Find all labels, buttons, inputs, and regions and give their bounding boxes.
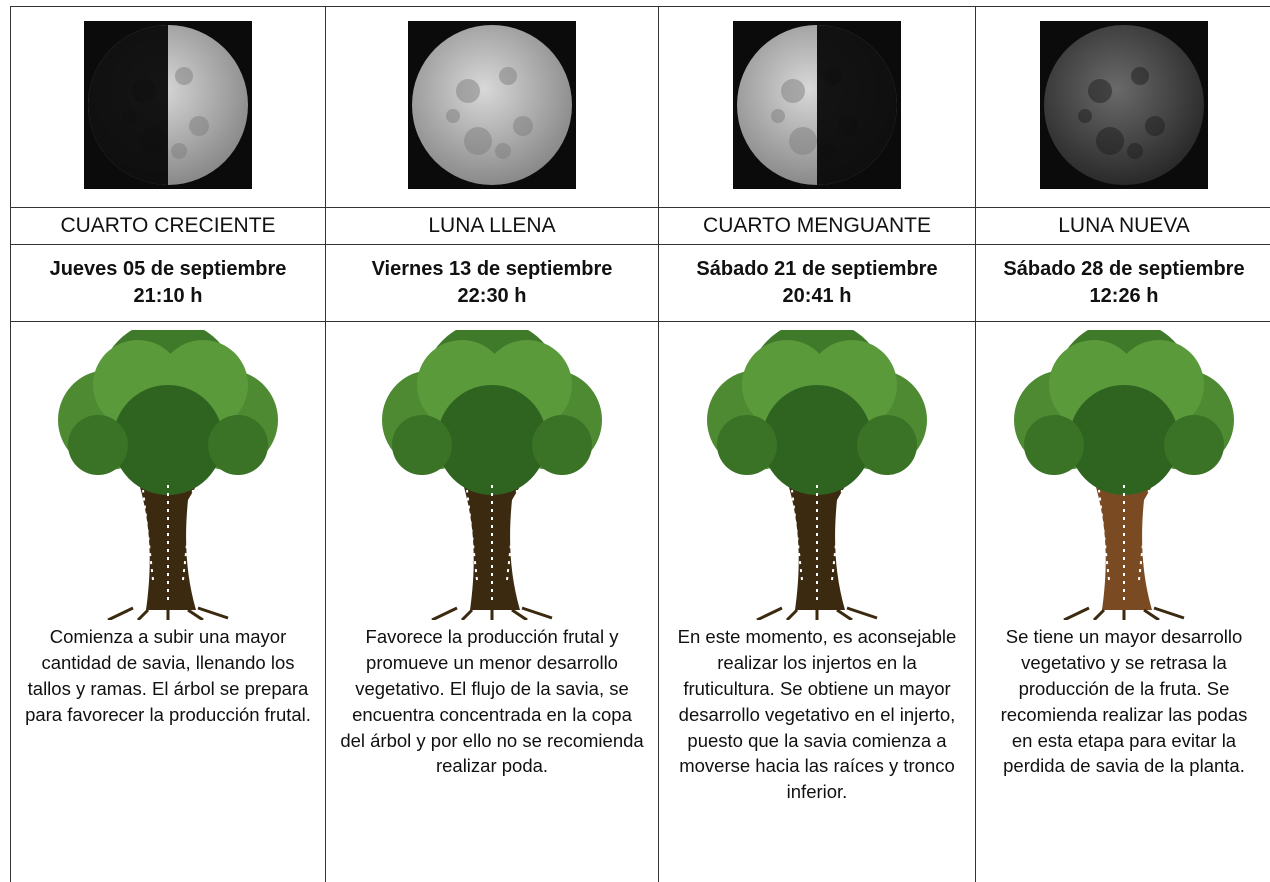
crater — [1096, 127, 1124, 155]
body-cell: Comienza a subir una mayor cantidad de s… — [11, 322, 326, 882]
foliage — [762, 385, 872, 495]
moon-image — [1040, 21, 1208, 189]
moon-image — [733, 21, 901, 189]
crater — [781, 79, 805, 103]
phase-description: Favorece la producción frutal y promueve… — [326, 624, 658, 779]
foliage — [717, 415, 777, 475]
phase-date: Viernes 13 de septiembre — [326, 256, 658, 283]
crater — [456, 79, 480, 103]
foliage — [857, 415, 917, 475]
moon-disc — [1044, 25, 1204, 185]
phase-time: 21:10 h — [11, 283, 325, 310]
crater — [1088, 79, 1112, 103]
crater — [189, 116, 209, 136]
phase-description: En este momento, es aconsejable realizar… — [659, 624, 975, 805]
crater — [771, 109, 785, 123]
crater — [499, 67, 517, 85]
phase-name: CUARTO CRECIENTE — [11, 208, 326, 245]
moon-cell — [659, 7, 976, 208]
tree-illustration — [38, 330, 298, 620]
foliage — [113, 385, 223, 495]
foliage — [208, 415, 268, 475]
crater — [1127, 143, 1143, 159]
body-cell: Se tiene un mayor desarrollo vegetativo … — [976, 322, 1270, 882]
crater — [446, 109, 460, 123]
phase-time: 22:30 h — [326, 283, 658, 310]
foliage — [392, 415, 452, 475]
phase-date: Sábado 28 de septiembre — [976, 256, 1270, 283]
moon-image — [84, 21, 252, 189]
tree-illustration — [362, 330, 622, 620]
foliage — [68, 415, 128, 475]
phase-description: Comienza a subir una mayor cantidad de s… — [11, 624, 325, 728]
crater — [1131, 67, 1149, 85]
phase-name: LUNA LLENA — [326, 208, 659, 245]
crater — [175, 67, 193, 85]
phase-name: CUARTO MENGUANTE — [659, 208, 976, 245]
body-cell: En este momento, es aconsejable realizar… — [659, 322, 976, 882]
moon-cell — [976, 7, 1270, 208]
crater — [789, 127, 817, 155]
moon-disc — [412, 25, 572, 185]
moon-image — [408, 21, 576, 189]
crater — [171, 143, 187, 159]
foliage — [532, 415, 592, 475]
phase-name: LUNA NUEVA — [976, 208, 1270, 245]
phase-time: 20:41 h — [659, 283, 975, 310]
body-cell: Favorece la producción frutal y promueve… — [326, 322, 659, 882]
moon-cell — [11, 7, 326, 208]
foliage — [437, 385, 547, 495]
crater — [495, 143, 511, 159]
foliage — [1164, 415, 1224, 475]
foliage — [1024, 415, 1084, 475]
crater — [513, 116, 533, 136]
tree-illustration — [687, 330, 947, 620]
phase-date: Sábado 21 de septiembre — [659, 256, 975, 283]
phase-description: Se tiene un mayor desarrollo vegetativo … — [976, 624, 1270, 779]
phase-time: 12:26 h — [976, 283, 1270, 310]
phase-date: Jueves 05 de septiembre — [11, 256, 325, 283]
crater — [464, 127, 492, 155]
foliage — [1069, 385, 1179, 495]
crater — [1145, 116, 1165, 136]
moon-cell — [326, 7, 659, 208]
tree-illustration — [994, 330, 1254, 620]
crater — [1078, 109, 1092, 123]
